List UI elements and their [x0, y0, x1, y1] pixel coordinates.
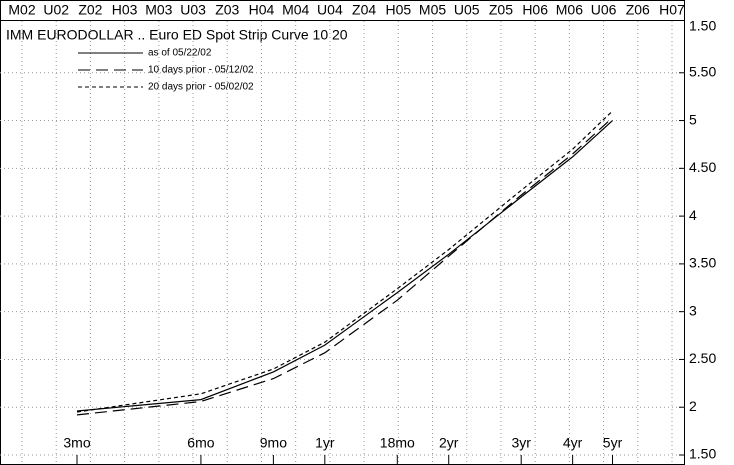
x-tick-label: 2yr	[439, 435, 459, 451]
contract-label: H07	[659, 2, 685, 18]
series-line	[76, 110, 613, 413]
contract-label: U04	[317, 2, 343, 18]
y-tick-label: 2.50	[689, 350, 716, 366]
contract-label: Z06	[626, 2, 650, 18]
x-tick-label: 18mo	[380, 435, 415, 451]
contract-label: U05	[454, 2, 480, 18]
x-tick-label: 3mo	[63, 435, 90, 451]
contract-label: M03	[145, 2, 172, 18]
annotation: 1.50	[689, 18, 716, 34]
x-tick-label: 4yr	[563, 435, 583, 451]
contract-label: Z04	[352, 2, 376, 18]
contract-label: Z05	[489, 2, 513, 18]
contract-label: H03	[112, 2, 138, 18]
y-tick-label: 3	[689, 302, 697, 318]
x-tick-label: 3yr	[511, 435, 531, 451]
contract-label: Z02	[78, 2, 102, 18]
contract-label: H06	[522, 2, 548, 18]
y-tick-label: 2	[689, 398, 697, 414]
x-tick-label: 1yr	[315, 435, 335, 451]
contract-label: H04	[249, 2, 275, 18]
y-tick-label: 5	[689, 111, 697, 127]
series-line	[76, 120, 613, 412]
y-tick-label: 1.50	[689, 446, 716, 462]
y-tick-label: 3.50	[689, 255, 716, 271]
contract-label: Z03	[215, 2, 239, 18]
contract-label: M02	[8, 2, 35, 18]
legend-label: as of 05/22/02	[148, 48, 212, 59]
contract-label: H05	[385, 2, 411, 18]
chart-title: IMM EURODOLLAR .. Euro ED Spot Strip Cur…	[6, 27, 348, 43]
legend-label: 10 days prior - 05/12/02	[148, 65, 254, 76]
contract-label: M05	[419, 2, 446, 18]
contract-label: U02	[43, 2, 69, 18]
contract-label: U03	[180, 2, 206, 18]
legend-label: 20 days prior - 05/02/02	[148, 82, 254, 93]
plot-frame	[0, 0, 685, 465]
x-tick-label: 6mo	[187, 435, 214, 451]
x-tick-label: 5yr	[603, 435, 623, 451]
contract-label: U06	[591, 2, 617, 18]
contract-label: M06	[556, 2, 583, 18]
series-line	[76, 117, 613, 416]
y-tick-label: 4.50	[689, 159, 716, 175]
contract-label: M04	[282, 2, 309, 18]
x-tick-label: 9mo	[260, 435, 287, 451]
y-tick-label: 5.50	[689, 63, 716, 79]
y-tick-label: 4	[689, 207, 697, 223]
